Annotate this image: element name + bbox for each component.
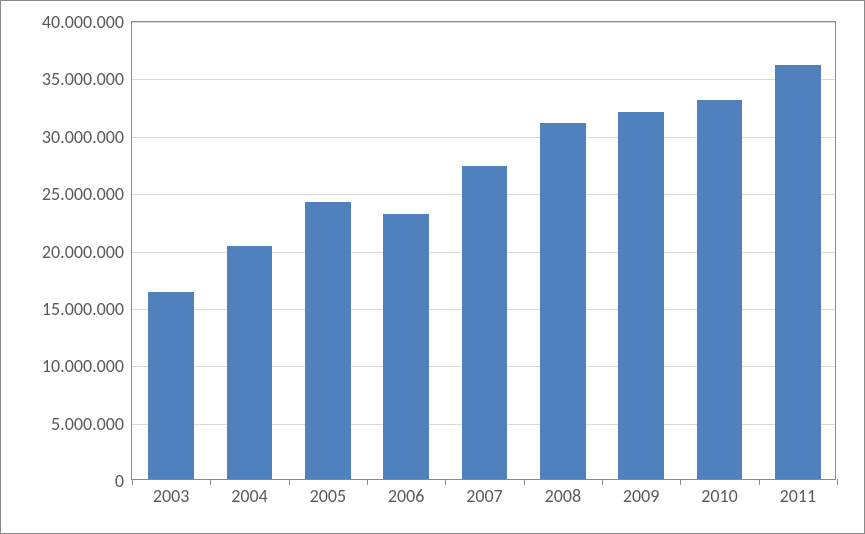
x-axis-label: 2009: [623, 479, 660, 507]
gridline: [132, 22, 835, 23]
bar: [227, 246, 272, 479]
x-axis-label: 2005: [310, 479, 347, 507]
bar: [775, 65, 820, 479]
y-axis-label: 15.000.000: [42, 298, 132, 320]
y-axis-label: 35.000.000: [42, 68, 132, 90]
y-axis-label: 20.000.000: [42, 241, 132, 263]
x-tick-mark: [680, 479, 681, 485]
y-axis-label: 0: [115, 470, 132, 492]
x-tick-mark: [445, 479, 446, 485]
x-tick-mark: [132, 479, 133, 485]
bar: [462, 166, 507, 479]
x-axis-label: 2010: [701, 479, 738, 507]
y-axis-label: 25.000.000: [42, 183, 132, 205]
x-axis-label: 2011: [780, 479, 817, 507]
x-axis-label: 2008: [545, 479, 582, 507]
x-tick-mark: [602, 479, 603, 485]
x-axis-label: 2003: [153, 479, 190, 507]
x-tick-mark: [367, 479, 368, 485]
y-axis-label: 10.000.000: [42, 355, 132, 377]
bar: [305, 202, 350, 479]
x-tick-mark: [210, 479, 211, 485]
x-axis-label: 2007: [466, 479, 503, 507]
bar: [540, 123, 585, 479]
x-axis-label: 2006: [388, 479, 425, 507]
bar: [148, 292, 193, 479]
bar: [383, 214, 428, 479]
bar: [697, 100, 742, 479]
gridline: [132, 79, 835, 80]
x-tick-mark: [759, 479, 760, 485]
x-tick-mark: [524, 479, 525, 485]
y-axis-label: 5.000.000: [51, 413, 132, 435]
chart-container: 0 5.000.000 10.000.000 15.000.000 20.000.000…: [0, 0, 865, 534]
bar: [618, 112, 663, 479]
plot-area: 05.000.00010.000.00015.000.00020.000.000…: [131, 21, 836, 480]
y-axis-label: 40.000.000: [42, 11, 132, 33]
x-tick-mark: [837, 479, 838, 485]
x-axis-label: 2004: [231, 479, 268, 507]
x-tick-mark: [289, 479, 290, 485]
y-axis-label: 30.000.000: [42, 126, 132, 148]
